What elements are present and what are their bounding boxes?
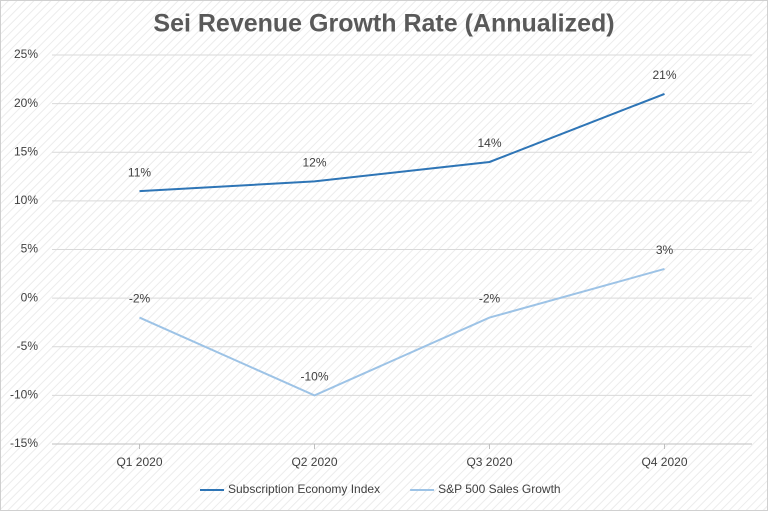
y-tick-label: 25% (14, 47, 38, 61)
y-tick-label: 0% (21, 290, 39, 304)
chart-title: Sei Revenue Growth Rate (Annualized) (153, 10, 614, 38)
y-tick-label: -10% (10, 388, 38, 402)
data-label: 12% (302, 156, 326, 170)
x-tick-label: Q4 2020 (641, 455, 687, 469)
data-label: -10% (300, 370, 328, 384)
data-label: 14% (477, 136, 501, 150)
x-tick-label: Q2 2020 (291, 455, 337, 469)
data-label: 21% (652, 68, 676, 82)
data-label: -2% (129, 292, 151, 306)
x-tick-label: Q3 2020 (466, 455, 512, 469)
legend-label: S&P 500 Sales Growth (438, 482, 561, 496)
data-label: -2% (479, 292, 501, 306)
series-line (139, 267, 665, 397)
y-tick-label: -15% (10, 436, 38, 450)
data-label: 3% (656, 243, 674, 257)
y-tick-label: 10% (14, 193, 38, 207)
series-line (139, 92, 665, 193)
y-tick-label: 20% (14, 96, 38, 110)
y-tick-label: -5% (17, 339, 39, 353)
y-tick-label: 15% (14, 144, 38, 158)
data-label: 11% (128, 165, 151, 179)
legend-label: Subscription Economy Index (228, 482, 380, 496)
y-tick-label: 5% (21, 242, 39, 256)
x-tick-label: Q1 2020 (116, 455, 162, 469)
